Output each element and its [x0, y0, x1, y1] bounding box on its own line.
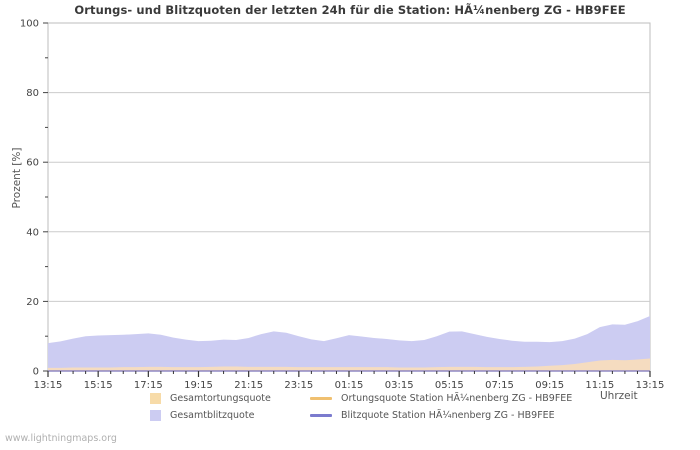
- plot-frame: [47, 22, 651, 372]
- y-tick-label: 40: [26, 227, 39, 238]
- area-gesamtortungsquote: [48, 358, 650, 371]
- y-axis-label: Prozent [%]: [11, 147, 23, 209]
- x-tick-label: 03:15: [385, 380, 414, 391]
- legend-entry-gesamtortungsquote[interactable]: Gesamtortungsquote: [150, 393, 310, 404]
- legend-row: Gesamtblitzquote Blitzquote Station HÃ¼n…: [150, 408, 590, 423]
- x-tick-label: 15:15: [84, 380, 113, 391]
- x-tick-label: 09:15: [535, 380, 564, 391]
- chart-legend: Gesamtortungsquote Ortungsquote Station …: [150, 391, 590, 425]
- watermark: www.lightningmaps.org: [5, 433, 117, 444]
- legend-entry-gesamtblitzquote[interactable]: Gesamtblitzquote: [150, 410, 310, 421]
- x-tick-label: 19:15: [184, 380, 213, 391]
- legend-swatch-icon: [150, 393, 161, 404]
- legend-entry-blitzquote-station[interactable]: Blitzquote Station HÃ¼nenberg ZG - HB9FE…: [310, 410, 590, 421]
- legend-label: Blitzquote Station HÃ¼nenberg ZG - HB9FE…: [341, 410, 555, 421]
- x-axis-label: Uhrzeit: [600, 390, 638, 402]
- y-tick-label: 80: [26, 88, 39, 99]
- area-gesamtblitzquote: [48, 316, 650, 371]
- chart-title: Ortungs- und Blitzquoten der letzten 24h…: [74, 3, 626, 17]
- legend-swatch-icon: [150, 410, 161, 421]
- x-tick-label: 05:15: [435, 380, 464, 391]
- y-tick-label: 60: [26, 158, 39, 169]
- x-tick-label: 13:15: [34, 380, 63, 391]
- x-tick-label: 07:15: [485, 380, 514, 391]
- legend-label: Gesamtblitzquote: [170, 410, 255, 421]
- x-tick-label: 17:15: [134, 380, 163, 391]
- y-tick-label: 20: [26, 297, 39, 308]
- legend-line-icon: [310, 397, 332, 400]
- y-tick-label: 0: [33, 367, 39, 378]
- legend-label: Gesamtortungsquote: [170, 393, 271, 404]
- x-tick-label: 01:15: [335, 380, 364, 391]
- x-tick-label: 23:15: [284, 380, 313, 391]
- y-tick-label: 100: [20, 19, 39, 30]
- x-tick-label: 21:15: [234, 380, 263, 391]
- x-tick-label: 13:15: [636, 380, 665, 391]
- legend-label: Ortungsquote Station HÃ¼nenberg ZG - HB9…: [341, 393, 573, 404]
- legend-entry-ortungsquote-station[interactable]: Ortungsquote Station HÃ¼nenberg ZG - HB9…: [310, 393, 590, 404]
- legend-row: Gesamtortungsquote Ortungsquote Station …: [150, 391, 590, 406]
- legend-line-icon: [310, 414, 332, 417]
- x-tick-label: 11:15: [585, 380, 614, 391]
